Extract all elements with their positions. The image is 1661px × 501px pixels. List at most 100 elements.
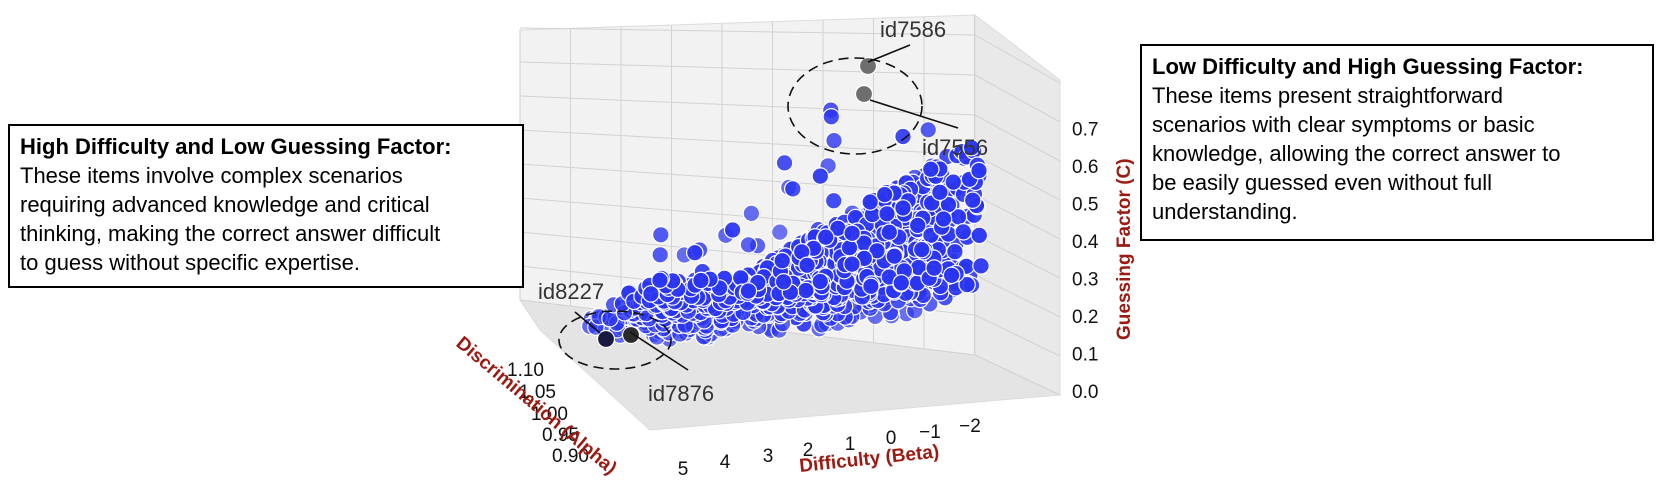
data-point [868,242,886,260]
gridline [974,74,1061,123]
left-annotation-heading: High Difficulty and Low Guessing Factor: [20,134,452,159]
y-tick-label: 0.95 [542,425,579,446]
data-point [843,224,861,243]
data-point [942,266,961,285]
data-point [892,274,911,292]
callout-label-id7556: id7556 [922,135,988,160]
data-point [773,251,791,270]
data-points [580,56,990,349]
gridline [519,61,976,76]
left-annotation-box: High Difficulty and Low Guessing Factor:… [8,124,524,288]
gridline [519,95,976,116]
data-point [880,223,899,241]
data-point [651,246,669,264]
data-point [770,223,789,241]
data-point [642,285,660,303]
data-point [723,221,742,239]
data-point [931,183,949,202]
data-point [894,199,912,217]
z-tick-label: 0.1 [1072,345,1098,366]
y-tick-label: 1.10 [507,360,544,381]
data-point [862,277,880,296]
z-tick-label: 0.2 [1072,307,1098,328]
z-tick-label: 0.7 [1072,120,1098,141]
callout-line-id8227 [574,311,601,334]
data-point [811,272,829,291]
data-point [739,236,758,254]
right-annotation-heading: Low Difficulty and High Guessing Factor: [1152,54,1584,79]
data-point [783,180,802,198]
highlighted-point-id8227 [596,329,616,349]
x-tick-label: 4 [720,452,731,473]
left-annotation-line: to guess without specific expertise. [20,250,360,275]
right-annotation-line: scenarios with clear symptoms or basic [1152,112,1535,137]
x-tick-label: 5 [678,459,689,480]
right-annotation-line: knowledge, allowing the correct answer t… [1152,141,1561,166]
highlighted-point-id7876 [621,325,641,345]
data-point [963,191,982,209]
data-point [954,223,973,241]
x-tick-label: −1 [919,422,941,443]
right-annotation-line: These items present straightforward [1152,83,1503,108]
data-point [739,282,758,300]
data-point [651,226,670,244]
callout-line-id7586 [867,44,911,63]
data-point [685,243,704,262]
data-point [946,242,964,261]
right-annotation-box: Low Difficulty and High Guessing Factor:… [1140,44,1654,241]
data-point [774,272,793,291]
z-tick-label: 0.0 [1072,382,1098,403]
y-tick-label: 1.05 [519,382,556,403]
gridline [974,234,1061,279]
gridline [519,27,976,36]
data-point [825,131,843,150]
data-point [970,226,989,245]
high-guess-ellipse [787,57,923,155]
right-annotation-line: understanding. [1152,199,1298,224]
low-guess-ellipse [558,310,672,370]
gridline [974,314,1061,357]
data-point [894,127,912,146]
highlighted-point-id7556 [854,84,874,104]
data-point [651,271,669,289]
left-annotation-line: thinking, making the correct answer diff… [20,221,441,246]
callout-label-id7876: id7876 [648,381,714,406]
z-tick-label: 0.3 [1072,270,1098,291]
axis-ticks: 0.00.10.20.30.40.50.60.75 4 3 2 1 0 −1 −21.101.… [507,120,1099,481]
callout-label-id7586: id7586 [880,17,946,42]
z-axis-label: Guessing Factor (C) [1114,158,1135,340]
x-tick-label: 1 [845,434,856,455]
x-tick-label: −2 [959,416,981,437]
data-point [878,205,896,223]
data-point [921,160,940,178]
data-point [822,108,841,126]
gridline [974,154,1061,201]
y-tick-label: 1.00 [531,404,568,425]
data-point [843,255,861,273]
x-tick-label: 3 [763,446,774,467]
data-point [824,191,843,210]
gridline [974,274,1061,318]
data-point [797,281,815,300]
left-annotation-line: These items involve complex scenarios [20,163,403,188]
z-tick-label: 0.5 [1072,195,1098,216]
gridline [974,354,1061,396]
x-tick-label: 2 [803,440,814,461]
data-point [925,259,943,277]
data-point [908,216,927,235]
data-point [861,193,879,211]
data-point [919,121,937,139]
data-point [962,138,981,157]
callout-line-id7556 [869,99,959,129]
highlighted-point-id7586 [858,56,878,76]
data-point [811,167,830,185]
x-axis-label: Difficulty (Beta) [798,441,940,477]
data-point [912,240,931,259]
data-point [775,154,794,172]
data-point [816,228,835,246]
gridline [974,194,1061,240]
gridline [974,34,1061,84]
data-point [742,204,761,223]
data-point [972,257,990,275]
y-tick-label: 0.90 [552,446,589,467]
